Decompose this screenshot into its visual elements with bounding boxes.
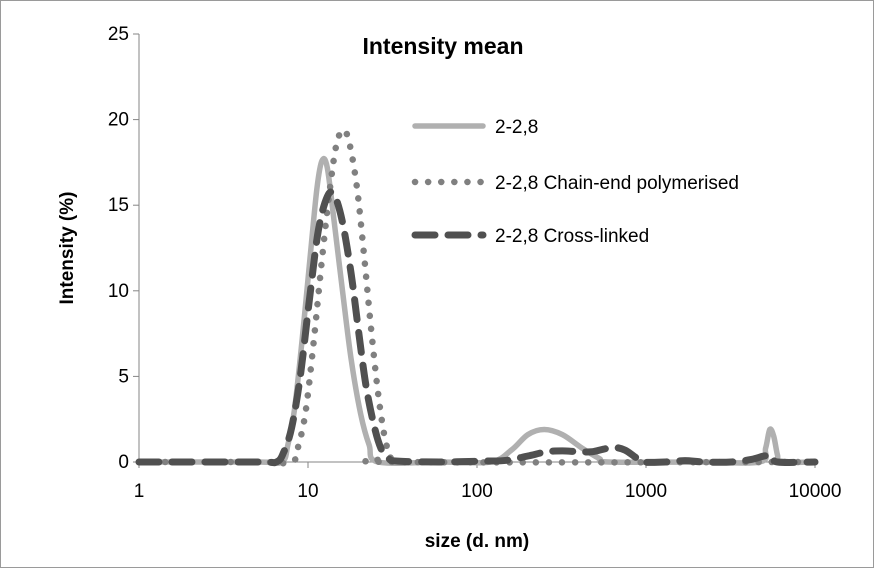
axes: 0 5 10 15 20 25 1 10 100 1000 10000 <box>108 24 842 502</box>
legend-label-2: 2-2,8 Chain-end polymerised <box>495 173 739 194</box>
x-tick-label: 100 <box>461 481 493 502</box>
x-tick-label: 1 <box>134 481 145 502</box>
x-tick-label: 10 <box>297 481 318 502</box>
chart-title: Intensity mean <box>362 33 523 59</box>
series-line-1 <box>136 155 818 467</box>
y-tick-label: 0 <box>118 452 129 473</box>
y-axis-title: Intensity (%) <box>57 192 78 305</box>
x-tick-label: 10000 <box>789 481 842 502</box>
y-tick-label: 20 <box>108 110 129 131</box>
y-tick-label: 15 <box>108 195 129 216</box>
plot-area <box>135 126 819 467</box>
legend-label-1: 2-2,8 <box>495 117 538 138</box>
y-tick-label: 10 <box>108 281 129 302</box>
y-tick-label: 25 <box>108 24 129 45</box>
legend-label-3: 2-2,8 Cross-linked <box>495 226 649 247</box>
x-tick-label: 1000 <box>625 481 667 502</box>
x-axis-title: size (d. nm) <box>425 531 530 552</box>
legend: 2-2,8 2-2,8 Chain-end polymerised 2-2,8 Cr… <box>411 117 739 247</box>
series-line-3 <box>135 188 819 467</box>
y-tick-label: 5 <box>118 366 129 387</box>
